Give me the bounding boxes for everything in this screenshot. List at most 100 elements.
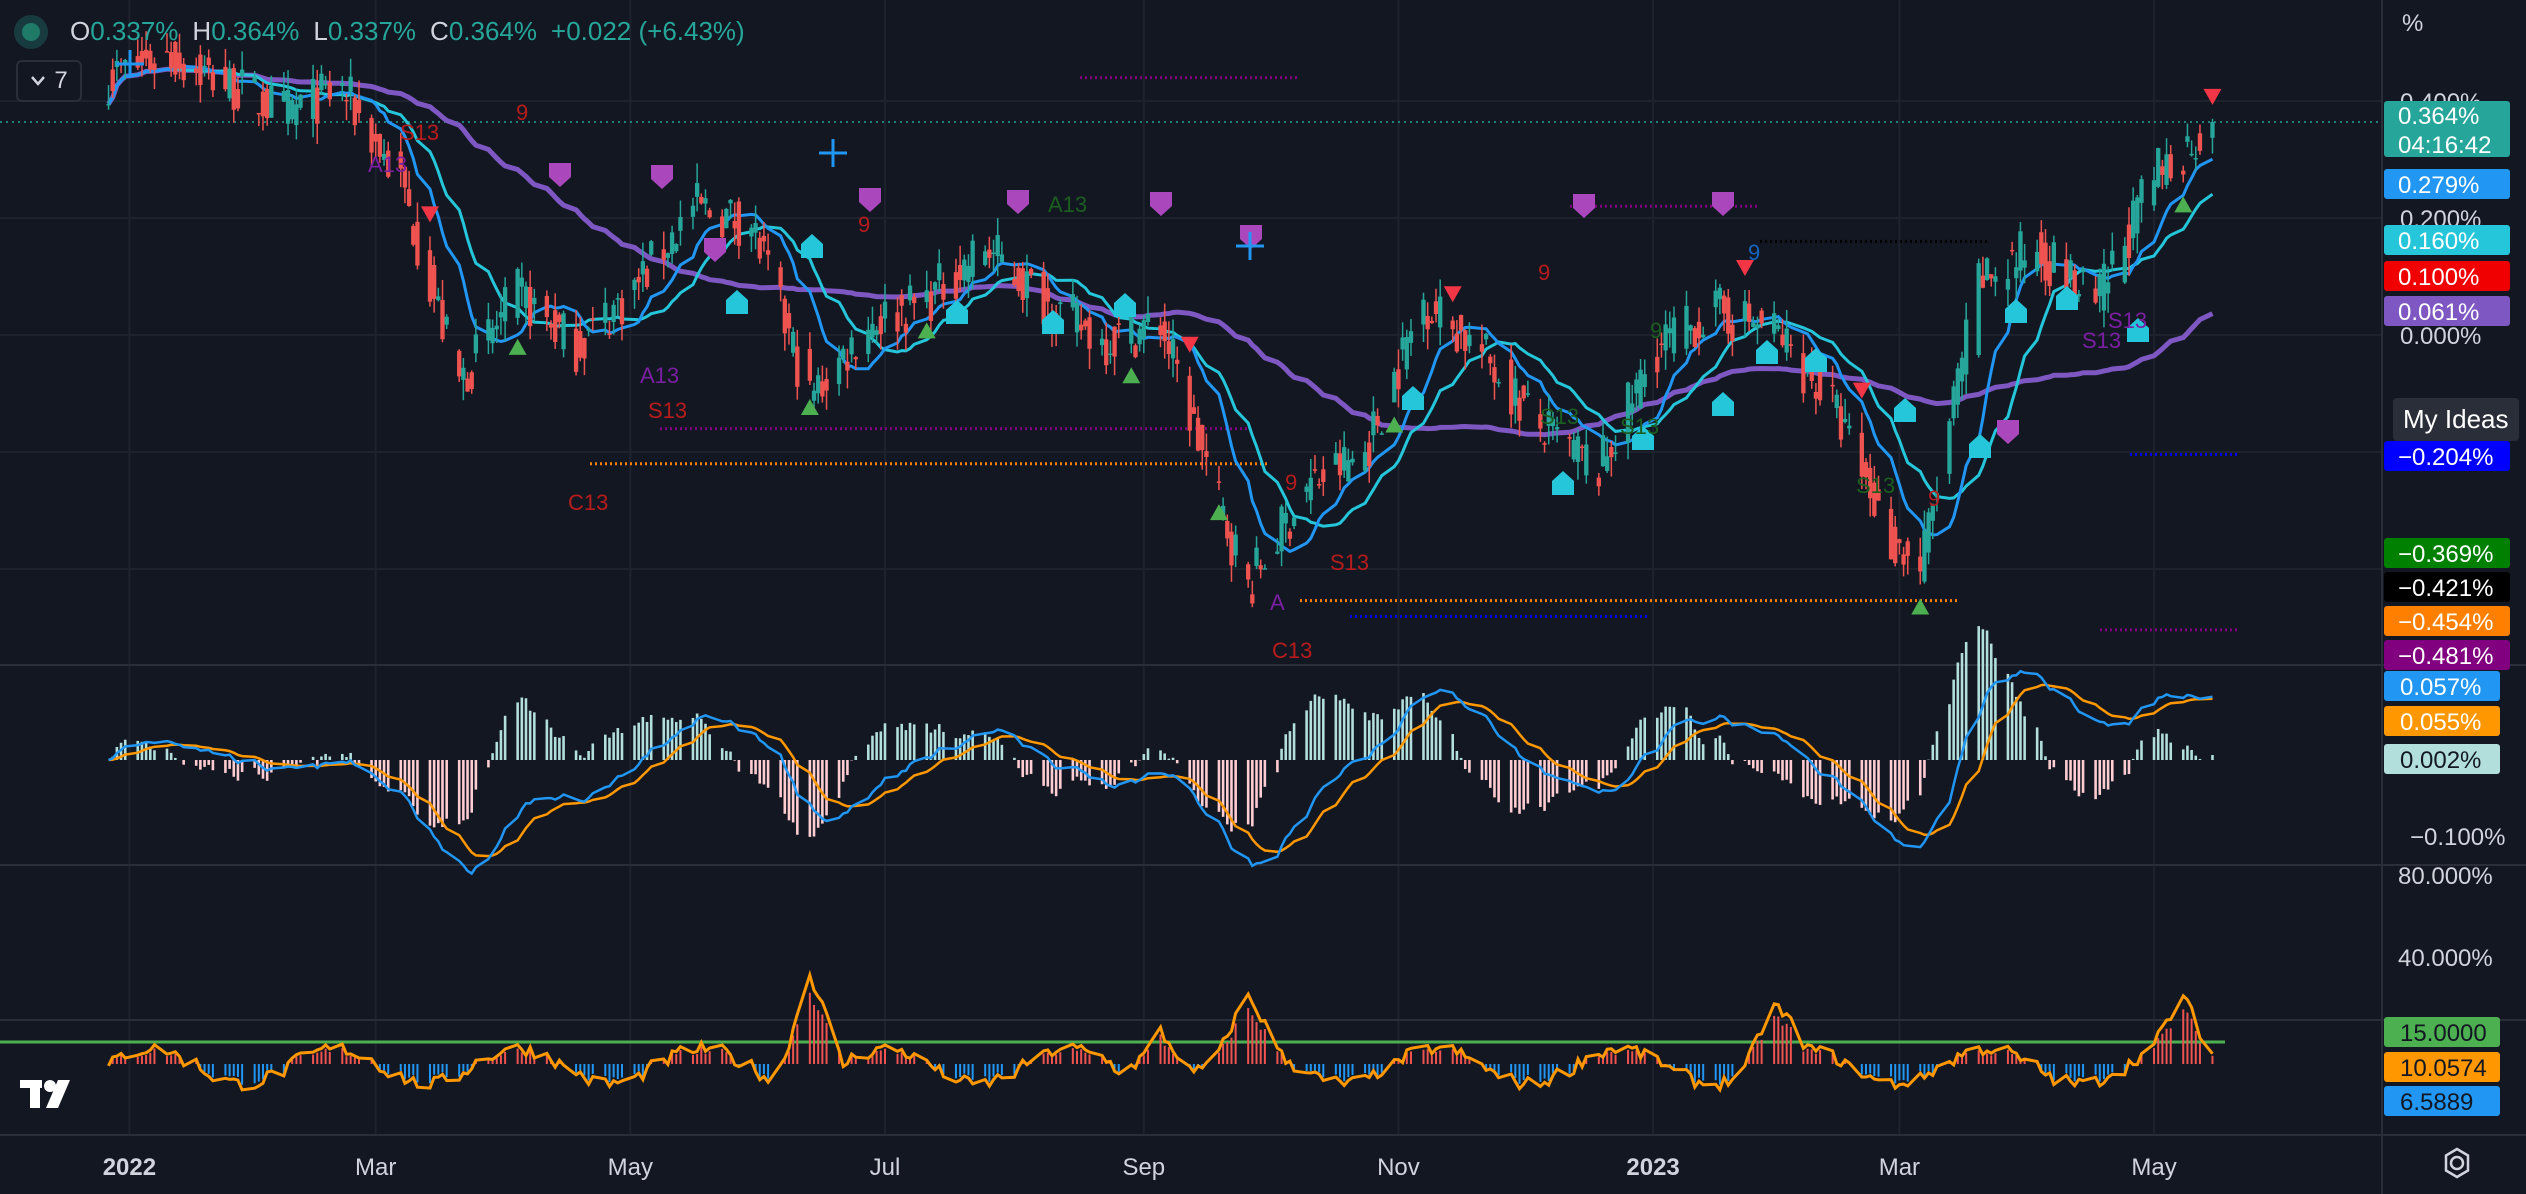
candle-body	[1813, 391, 1819, 399]
candle-body	[1254, 547, 1259, 566]
candle-body	[285, 89, 291, 124]
candle-body	[1275, 551, 1280, 554]
candle-body	[1404, 337, 1409, 370]
bullish-shield-icon	[1552, 471, 1574, 495]
candle-body	[2005, 279, 2011, 290]
sell-arrow-icon	[2203, 88, 2222, 105]
candle-body	[1246, 564, 1251, 580]
candle-body	[1642, 374, 1647, 387]
oscillator-axis-label: 15.0000	[2400, 1020, 2487, 1047]
candle-body	[807, 348, 813, 381]
candle-body	[937, 263, 942, 281]
candle-body	[790, 331, 796, 353]
change-value: +0.022 (+6.43%)	[551, 16, 745, 46]
tradingview-logo-icon[interactable]	[18, 1074, 84, 1114]
candle-body	[619, 298, 625, 325]
candle-body	[1609, 446, 1614, 458]
buy-arrow-icon	[1385, 416, 1404, 433]
candle-body	[899, 295, 904, 306]
candle-body	[2164, 154, 2169, 185]
price-axis-label: −0.454%	[2398, 609, 2493, 636]
candle-body	[674, 244, 679, 252]
candle-body	[1625, 382, 1631, 443]
candle-body	[1467, 334, 1472, 347]
candle-body	[707, 210, 712, 218]
candle-body	[1546, 411, 1551, 426]
candle-body	[724, 208, 729, 229]
candle-body	[1371, 411, 1376, 436]
candle-body	[528, 286, 533, 327]
candle-body	[294, 104, 299, 126]
candle-body	[1684, 305, 1689, 349]
candle-body	[344, 99, 349, 102]
candle-body	[932, 282, 938, 290]
indicators-collapse-button[interactable]: 7	[16, 60, 82, 102]
candle-body	[502, 287, 508, 322]
candle-body	[1830, 384, 1835, 387]
candle-body	[2105, 282, 2111, 294]
candle-body	[1922, 530, 1927, 582]
candle-body	[290, 99, 295, 120]
candle-body	[148, 50, 153, 70]
candle-body	[1847, 425, 1852, 429]
oscillator-line	[107, 969, 2214, 1093]
buy-arrow-icon	[2174, 196, 2193, 213]
open-label: O	[70, 16, 91, 46]
candle-body	[761, 235, 767, 242]
candle-body	[665, 253, 671, 258]
candle-body	[795, 346, 800, 387]
candle-body	[1070, 294, 1075, 308]
candle-body	[1083, 320, 1088, 327]
my-ideas-button[interactable]: My Ideas	[2393, 398, 2519, 441]
candle-body	[223, 66, 228, 90]
candle-body	[553, 310, 558, 343]
candle-body	[586, 329, 591, 331]
candle-body	[398, 151, 403, 169]
candle-body	[644, 268, 650, 287]
price-axis-label-bg	[2384, 538, 2510, 568]
crosshair-marker-icon	[116, 50, 144, 78]
candle-body	[310, 78, 316, 119]
price-axis-label: 0.100%	[2398, 264, 2479, 291]
candle-body	[1488, 356, 1493, 364]
candle-body	[256, 112, 261, 115]
time-axis-tick: 2022	[103, 1154, 156, 1181]
price-axis-label-bg	[2384, 640, 2510, 670]
candle-body	[260, 91, 266, 117]
candle-body	[1934, 492, 1940, 498]
percent-axis-tick: 40.000%	[2398, 945, 2493, 972]
price-axis-label: 0.160%	[2398, 228, 2479, 255]
gear-icon[interactable]	[2440, 1146, 2474, 1180]
candle-body	[1726, 297, 1731, 334]
candle-body	[669, 232, 675, 254]
candle-body	[1099, 338, 1105, 346]
candle-body	[694, 183, 700, 197]
candle-body	[1367, 442, 1372, 467]
candle-body	[1730, 324, 1735, 341]
candle-body	[2122, 245, 2127, 283]
macd-axis-label: 0.057%	[2400, 674, 2481, 701]
candle-body	[699, 196, 704, 204]
bullish-shield-icon	[1805, 348, 1827, 372]
candle-body	[1463, 330, 1468, 351]
candle-body	[1479, 344, 1485, 352]
sequence-count-label: A13	[368, 152, 407, 177]
candle-body	[327, 82, 332, 100]
candle-body	[1337, 453, 1343, 476]
candle-body	[1191, 407, 1197, 414]
sequence-count-label: S13	[1330, 550, 1369, 575]
candle-body	[2151, 180, 2157, 206]
indicator-count: 7	[54, 67, 68, 94]
candle-body	[2043, 242, 2048, 281]
candle-body	[1291, 517, 1297, 526]
candle-body	[615, 298, 620, 300]
bearish-shield-icon	[1997, 420, 2019, 444]
sequence-count-label: S13	[1540, 404, 1579, 429]
candle-body	[1667, 328, 1672, 334]
close-value: 0.364%	[448, 16, 538, 46]
candle-body	[824, 379, 829, 391]
sequence-count-label: A13	[640, 363, 679, 388]
candle-body	[519, 277, 524, 287]
candle-body	[1175, 359, 1180, 364]
